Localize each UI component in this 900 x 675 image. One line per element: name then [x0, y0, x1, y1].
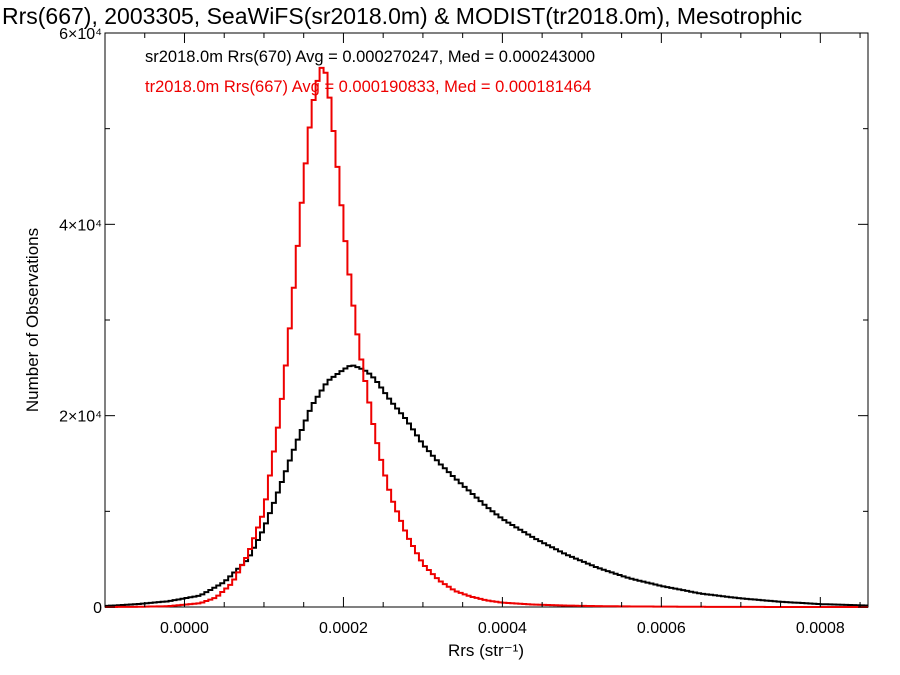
y-tick-label: 4×10⁴: [59, 217, 102, 234]
x-axis-label: Rrs (str⁻¹): [448, 641, 524, 660]
y-tick-label: 2×10⁴: [59, 409, 102, 426]
legend-entry-red: tr2018.0m Rrs(667) Avg = 0.000190833, Me…: [145, 78, 591, 96]
x-tick-label: 0.0000: [160, 620, 209, 637]
legend-entry-black: sr2018.0m Rrs(670) Avg = 0.000270247, Me…: [145, 48, 595, 66]
legend: sr2018.0m Rrs(670) Avg = 0.000270247, Me…: [145, 48, 595, 96]
series-line-black: [105, 364, 868, 607]
x-tick-label: 0.0004: [478, 620, 527, 637]
x-tick-label: 0.0002: [319, 620, 368, 637]
ticks-layer: 0.0000 0.0002 0.0004 0.0006 0.0008 0 2×10⁴ 4×10…: [59, 26, 868, 637]
series-line-red: [105, 66, 868, 608]
series-layer: [105, 66, 868, 608]
y-axis-label: Number of Observations: [23, 228, 42, 412]
x-tick-label: 0.0006: [637, 620, 686, 637]
y-tick-label: 6×10⁴: [59, 26, 102, 43]
chart-title: Rrs(667), 2003305, SeaWiFS(sr2018.0m) & …: [2, 3, 802, 29]
y-tick-label: 0: [93, 600, 102, 617]
plot-frame: [104, 32, 869, 608]
x-tick-label: 0.0008: [796, 620, 845, 637]
